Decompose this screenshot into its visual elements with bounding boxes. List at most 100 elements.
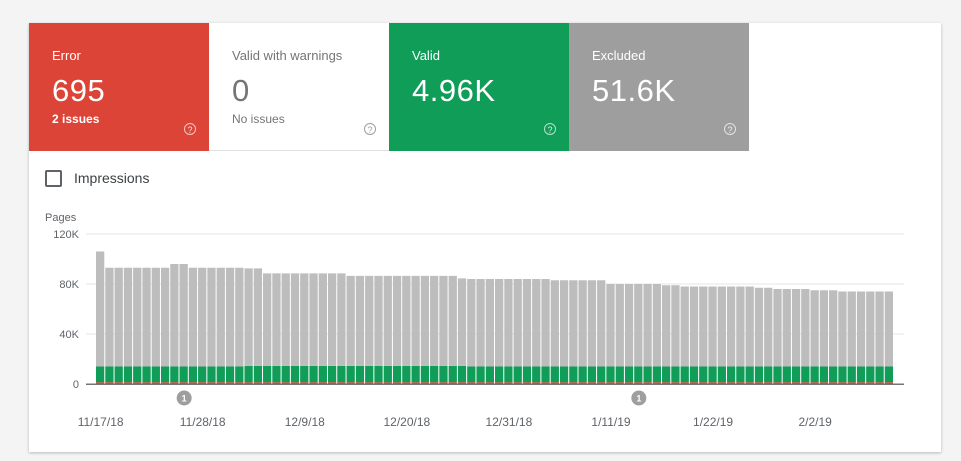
bar-excluded (587, 280, 597, 367)
annotation-label: 1 (182, 394, 187, 404)
bar-valid (281, 365, 290, 383)
bar-valid (541, 366, 550, 383)
bar-excluded (522, 279, 532, 367)
bar-error (476, 382, 485, 384)
excluded-tile[interactable]: Excluded 51.6K ? (569, 23, 749, 151)
bar-excluded (235, 267, 244, 367)
bar-valid (689, 366, 699, 383)
bar-valid (448, 365, 457, 383)
bar-valid (856, 366, 866, 383)
help-icon[interactable]: ? (364, 123, 376, 135)
y-tick-label: 120K (53, 229, 79, 241)
bar-excluded (726, 286, 736, 367)
bar-excluded (290, 273, 300, 366)
excluded-tile-label: Excluded (592, 48, 646, 63)
bar-error (346, 382, 355, 384)
bar-valid (736, 366, 745, 383)
bar-excluded (457, 278, 467, 366)
bar-excluded (327, 273, 337, 366)
bar-valid (532, 366, 541, 383)
bar-valid (290, 365, 300, 383)
bar-excluded (355, 275, 365, 366)
bar-valid (652, 366, 662, 383)
bar-excluded (207, 267, 216, 367)
bar-valid (773, 366, 782, 383)
bar-valid (160, 366, 170, 383)
bar-valid (801, 366, 810, 383)
valid-tile-value: 4.96K (412, 73, 496, 108)
bar-error (383, 382, 392, 384)
bar-valid (559, 366, 569, 383)
impressions-toggle[interactable]: Impressions (45, 167, 149, 189)
bar-valid (634, 366, 643, 383)
bar-error (699, 382, 708, 384)
bar-error (652, 382, 662, 384)
bar-valid (884, 366, 893, 383)
bar-valid (847, 366, 856, 383)
bar-error (578, 382, 587, 384)
bar-valid (327, 365, 337, 383)
bar-error (439, 382, 448, 384)
bar-valid (819, 366, 829, 383)
bar-excluded (151, 267, 160, 367)
bar-excluded (272, 273, 281, 366)
bar-excluded (365, 275, 374, 366)
bar-error (207, 382, 216, 384)
bar-error (847, 382, 856, 384)
help-icon[interactable]: ? (184, 123, 196, 135)
coverage-chart: Pages 0 40K 80K 120K 1 1 11/17/18 11/28/18 12/9/1… (45, 212, 904, 429)
bar-error (402, 382, 411, 384)
valid-tile[interactable]: Valid 4.96K ? (389, 23, 569, 151)
bar-valid (114, 366, 123, 383)
bar-excluded (680, 286, 689, 367)
bar-excluded (708, 286, 717, 367)
bar-valid (253, 365, 263, 383)
bar-error (179, 382, 188, 384)
bar-excluded (662, 285, 671, 367)
bar-valid (495, 366, 504, 383)
bar-error (884, 382, 893, 384)
bar-valid (708, 366, 717, 383)
bar-excluded (634, 284, 643, 367)
bar-error (430, 382, 439, 384)
bar-error (810, 382, 819, 384)
bar-error (689, 382, 699, 384)
help-icon[interactable]: ? (724, 123, 736, 135)
bar-valid (875, 366, 884, 383)
bar-excluded (439, 275, 448, 366)
bar-valid (791, 366, 801, 383)
bar-error (225, 382, 235, 384)
y-tick-label: 40K (59, 329, 79, 341)
status-tiles: Error 695 2 issues ? Valid with warnings… (29, 23, 749, 151)
bar-valid (170, 366, 179, 383)
bar-error (374, 382, 383, 384)
error-tile-value: 695 (52, 73, 106, 108)
bar-excluded (838, 291, 847, 367)
help-icon[interactable]: ? (544, 123, 556, 135)
bar-valid (764, 366, 773, 383)
bar-valid (96, 366, 105, 383)
bar-excluded (736, 286, 745, 367)
bar-error (160, 382, 170, 384)
bar-excluded (383, 275, 392, 366)
impressions-checkbox[interactable] (45, 169, 62, 187)
bar-excluded (244, 268, 253, 366)
valid-tile-label: Valid (412, 48, 440, 63)
bar-excluded (374, 275, 383, 366)
x-tick-label: 12/20/18 (383, 415, 430, 429)
bar-valid (810, 366, 819, 383)
error-tile[interactable]: Error 695 2 issues ? (29, 23, 209, 151)
bar-error (318, 382, 327, 384)
bar-error (662, 382, 671, 384)
bar-valid (745, 366, 754, 383)
bar-error (485, 382, 494, 384)
bar-excluded (671, 285, 680, 367)
bar-valid (717, 366, 726, 383)
bar-error (866, 382, 875, 384)
warnings-tile[interactable]: Valid with warnings 0 No issues ? (209, 23, 389, 151)
bar-error (114, 382, 123, 384)
bar-valid (207, 366, 216, 383)
bar-excluded (875, 291, 884, 367)
bar-error (569, 382, 578, 384)
bar-valid (680, 366, 689, 383)
